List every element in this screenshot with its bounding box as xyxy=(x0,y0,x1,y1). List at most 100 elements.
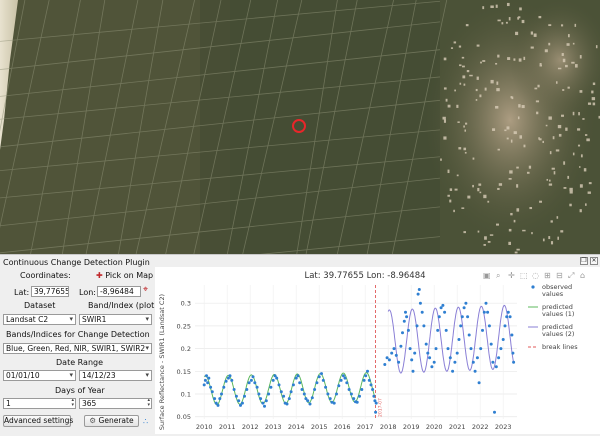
observed-point[interactable] xyxy=(287,397,291,401)
observed-point[interactable] xyxy=(367,378,371,382)
observed-point[interactable] xyxy=(339,378,343,382)
observed-point[interactable] xyxy=(259,397,263,401)
observed-point[interactable] xyxy=(493,410,496,414)
observed-point[interactable] xyxy=(511,351,515,355)
observed-point[interactable] xyxy=(462,306,466,310)
observed-point[interactable] xyxy=(214,401,218,405)
observed-point[interactable] xyxy=(444,328,448,332)
observed-point[interactable] xyxy=(364,374,368,378)
observed-point[interactable] xyxy=(441,303,445,307)
observed-point[interactable] xyxy=(210,390,214,394)
observed-point[interactable] xyxy=(374,401,378,405)
camera-icon[interactable]: ▣ xyxy=(483,271,491,280)
observed-point[interactable] xyxy=(335,392,338,396)
observed-point[interactable] xyxy=(296,374,300,378)
observed-point[interactable] xyxy=(404,310,407,314)
doy-start-input[interactable]: 1 xyxy=(3,398,76,409)
observed-point[interactable] xyxy=(424,342,428,346)
observed-point[interactable] xyxy=(205,374,208,378)
observed-point[interactable] xyxy=(232,388,236,391)
observed-point[interactable] xyxy=(372,394,376,398)
observed-point[interactable] xyxy=(230,378,234,382)
observed-point[interactable] xyxy=(464,301,468,305)
observed-point[interactable] xyxy=(202,383,206,387)
band-select[interactable]: SWIR1 xyxy=(79,314,152,325)
observed-point[interactable] xyxy=(228,374,232,378)
observed-point[interactable] xyxy=(298,381,302,385)
observed-point[interactable] xyxy=(216,403,220,407)
observed-point[interactable] xyxy=(505,315,509,319)
observed-point[interactable] xyxy=(401,331,404,335)
observed-point[interactable] xyxy=(240,401,244,405)
observed-point[interactable] xyxy=(207,376,211,380)
observed-point[interactable] xyxy=(501,338,505,341)
observed-point[interactable] xyxy=(455,351,459,355)
observed-point[interactable] xyxy=(282,394,286,398)
observed-point[interactable] xyxy=(358,394,361,398)
observed-point[interactable] xyxy=(285,402,289,406)
observed-point[interactable] xyxy=(497,356,501,360)
zoom-in-icon[interactable]: ⊞ xyxy=(544,271,551,280)
generate-button[interactable]: ⚙ Generate xyxy=(84,415,139,427)
observed-point[interactable] xyxy=(224,379,228,383)
observed-point[interactable] xyxy=(482,310,486,314)
observed-point[interactable] xyxy=(487,324,491,328)
observed-point[interactable] xyxy=(422,324,426,328)
satellite-image[interactable] xyxy=(0,0,600,254)
scatter-icon[interactable]: ∴ xyxy=(143,417,149,426)
observed-point[interactable] xyxy=(432,360,436,364)
observed-point[interactable] xyxy=(304,397,308,401)
observed-point[interactable] xyxy=(392,347,396,351)
observed-point[interactable] xyxy=(491,360,495,364)
observed-point[interactable] xyxy=(408,347,412,351)
observed-point[interactable] xyxy=(484,301,488,305)
observed-point[interactable] xyxy=(222,385,226,389)
observed-point[interactable] xyxy=(317,375,321,379)
observed-point[interactable] xyxy=(313,388,317,391)
observed-point[interactable] xyxy=(390,351,394,355)
observed-point[interactable] xyxy=(512,360,516,364)
observed-point[interactable] xyxy=(251,375,255,379)
observed-point[interactable] xyxy=(203,378,207,382)
observed-point[interactable] xyxy=(308,402,312,406)
lasso-icon[interactable]: ◌ xyxy=(532,271,539,280)
observed-point[interactable] xyxy=(269,385,273,389)
observed-point[interactable] xyxy=(439,306,443,310)
undock-icon[interactable]: ❐ xyxy=(580,257,588,265)
observed-point[interactable] xyxy=(264,399,268,403)
observed-point[interactable] xyxy=(430,365,434,369)
zoom-out-icon[interactable]: ⊟ xyxy=(556,271,563,280)
observed-point[interactable] xyxy=(508,315,512,319)
chart-toolbar[interactable]: ▣ ⌕ ✛ ⬚ ◌ ⊞ ⊟ ⤢ ⌂ xyxy=(483,271,585,280)
lat-input[interactable]: 39,77655 xyxy=(31,286,69,297)
observed-point[interactable] xyxy=(294,376,298,380)
pan-icon[interactable]: ✛ xyxy=(508,271,515,280)
observed-point[interactable] xyxy=(374,410,378,414)
observed-point[interactable] xyxy=(249,378,253,382)
observed-point[interactable] xyxy=(428,356,432,360)
autoscale-icon[interactable]: ⤢ xyxy=(567,271,574,280)
observed-point[interactable] xyxy=(330,400,334,404)
observed-point[interactable] xyxy=(310,396,314,400)
chart-svg[interactable]: Lat: 39.77655 Lon: -8.96484 ▣ ⌕ ✛ ⬚ ◌ ⊞ … xyxy=(155,267,600,434)
observed-point[interactable] xyxy=(277,383,281,387)
observed-point[interactable] xyxy=(387,358,391,362)
observed-point[interactable] xyxy=(416,292,420,296)
observed-point[interactable] xyxy=(426,351,430,355)
box-select-icon[interactable]: ⬚ xyxy=(520,271,528,280)
pick-on-map-button[interactable]: ✚ Pick on Map xyxy=(96,271,153,280)
observed-point[interactable] xyxy=(494,365,498,369)
observed-point[interactable] xyxy=(347,388,351,391)
observed-point[interactable] xyxy=(243,394,246,398)
observed-point[interactable] xyxy=(326,392,330,396)
observed-point[interactable] xyxy=(385,356,389,360)
observed-point[interactable] xyxy=(245,388,249,391)
location-marker[interactable] xyxy=(292,119,306,133)
observed-point[interactable] xyxy=(446,347,450,351)
observed-point[interactable] xyxy=(489,342,493,346)
observed-point[interactable] xyxy=(451,369,455,373)
doy-end-input[interactable]: 365 xyxy=(79,398,152,409)
observed-point[interactable] xyxy=(337,384,341,388)
observed-point[interactable] xyxy=(506,310,510,314)
observed-point[interactable] xyxy=(373,399,377,403)
